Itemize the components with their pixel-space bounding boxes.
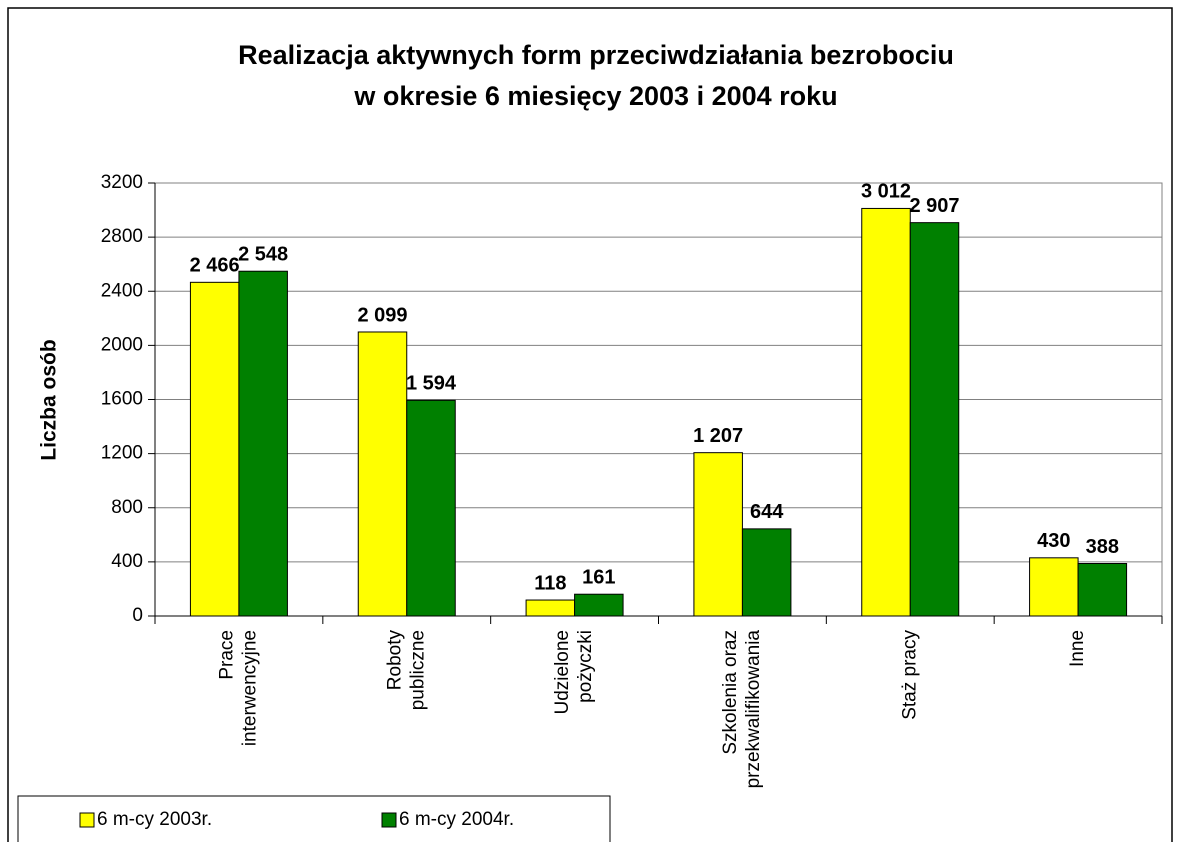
legend-swatch bbox=[79, 812, 95, 828]
value-label: 388 bbox=[1086, 536, 1119, 558]
value-label: 1 207 bbox=[693, 425, 743, 447]
y-tick-label: 2000 bbox=[101, 334, 143, 355]
legend-box bbox=[17, 795, 611, 842]
x-tick-label: Udzielone bbox=[552, 630, 573, 715]
bar bbox=[357, 331, 408, 617]
bar bbox=[574, 593, 624, 617]
bar bbox=[1077, 562, 1128, 617]
value-label: 2 907 bbox=[909, 195, 959, 217]
y-tick-label: 400 bbox=[111, 551, 143, 572]
bar bbox=[693, 452, 743, 617]
value-label: 644 bbox=[750, 501, 784, 523]
x-tick-label: publiczne bbox=[407, 630, 428, 710]
x-tick-label: Roboty bbox=[384, 630, 405, 691]
y-tick-label: 2400 bbox=[101, 280, 143, 301]
value-label: 2 099 bbox=[357, 304, 407, 326]
value-label: 1 594 bbox=[406, 373, 457, 395]
x-tick-label: pożyczki bbox=[575, 630, 596, 703]
legend-swatch bbox=[381, 812, 397, 828]
value-label: 161 bbox=[582, 566, 615, 588]
y-tick-label: 800 bbox=[111, 497, 143, 518]
y-axis-title: Liczba osób bbox=[38, 339, 61, 460]
y-tick-label: 3200 bbox=[101, 172, 143, 193]
bar bbox=[741, 528, 792, 617]
x-tick-label: interwencyjne bbox=[239, 630, 260, 746]
x-tick-label: Staż pracy bbox=[899, 630, 920, 720]
chart-title: w okresie 6 miesięcy 2003 i 2004 roku bbox=[353, 81, 837, 111]
value-label: 118 bbox=[534, 572, 566, 594]
value-label: 430 bbox=[1037, 530, 1070, 552]
chart-title: Realizacja aktywnych form przeciwdziałan… bbox=[238, 40, 954, 70]
value-label: 3 012 bbox=[861, 181, 911, 203]
y-tick-label: 0 bbox=[132, 605, 143, 626]
bar bbox=[861, 207, 911, 617]
x-tick-label: przekwalifikowania bbox=[743, 630, 764, 789]
value-label: 2 548 bbox=[238, 244, 288, 266]
bar bbox=[406, 399, 456, 617]
bar bbox=[189, 281, 240, 617]
y-tick-label: 1200 bbox=[101, 443, 143, 464]
bar bbox=[1029, 557, 1079, 617]
bar bbox=[909, 222, 960, 617]
x-tick-label: Szkolenia oraz bbox=[720, 630, 741, 755]
legend-label: 6 m-cy 2004r. bbox=[399, 809, 514, 830]
bar bbox=[238, 270, 288, 617]
y-tick-label: 2800 bbox=[101, 226, 143, 247]
x-tick-label: Inne bbox=[1067, 630, 1088, 667]
y-tick-label: 1600 bbox=[101, 389, 143, 410]
x-tick-label: Prace bbox=[216, 630, 237, 680]
legend-label: 6 m-cy 2003r. bbox=[97, 809, 212, 830]
bar bbox=[525, 599, 576, 617]
value-label: 2 466 bbox=[190, 255, 240, 277]
